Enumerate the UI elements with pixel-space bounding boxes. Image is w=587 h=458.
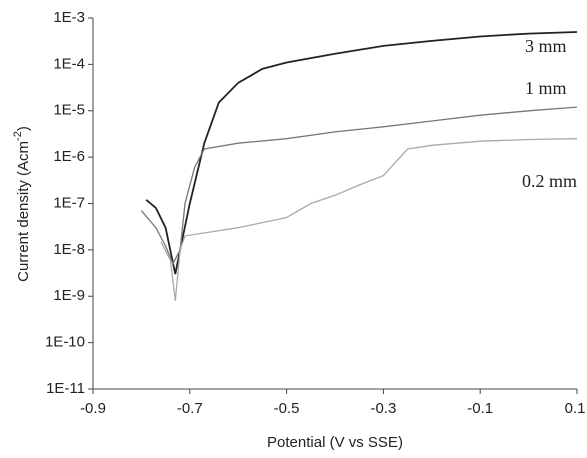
x-tick-label: -0.3	[370, 400, 396, 417]
series-line	[145, 31, 578, 275]
y-tick-label: 1E-4	[53, 55, 85, 72]
y-tick-label: 1E-7	[53, 194, 85, 211]
x-tick-label: -0.7	[177, 400, 203, 417]
y-tick-label: 1E-5	[53, 102, 85, 119]
y-axis-label-sup: -2	[12, 131, 24, 141]
y-tick-label: 1E-9	[53, 287, 85, 304]
y-tick-label: 1E-3	[53, 9, 85, 26]
series-line	[160, 138, 578, 301]
y-tick-label: 1E-8	[53, 241, 85, 258]
y-axis-label-text: Current density (Acm	[15, 141, 32, 282]
y-tick-label: 1E-11	[46, 380, 85, 397]
y-tick-label: 1E-10	[45, 334, 85, 351]
series-label: 3 mm	[525, 36, 567, 56]
series-label: 0.2 mm	[522, 171, 577, 191]
y-axis-label: Current density (Acm-2)	[12, 126, 32, 282]
x-tick-label: -0.9	[80, 400, 106, 417]
series-line	[140, 106, 578, 266]
x-tick-label: -0.1	[467, 400, 493, 417]
x-tick-label: 0.1	[565, 400, 586, 417]
y-axis-label-end: )	[15, 126, 32, 131]
x-axis-label: Potential (V vs SSE)	[267, 434, 403, 451]
y-tick-label: 1E-6	[53, 148, 85, 165]
x-tick-label: -0.5	[274, 400, 300, 417]
series-label: 1 mm	[525, 78, 567, 98]
